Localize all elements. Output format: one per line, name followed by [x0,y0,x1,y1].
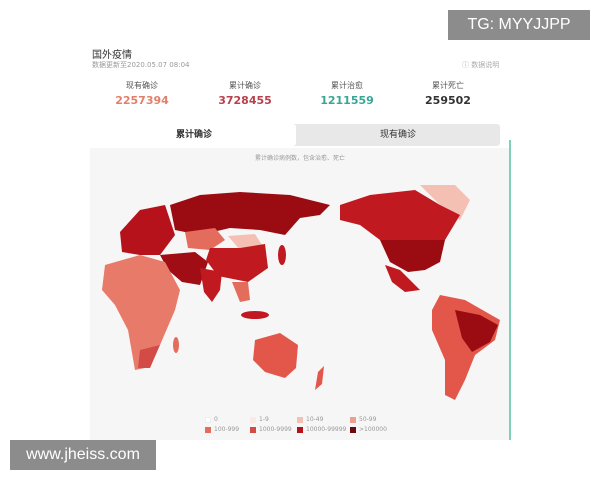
region-middle-east[interactable] [160,252,208,285]
stat-current: 现有确诊 2257394 [115,81,169,107]
legend-item: >100000 [350,426,387,433]
tab-total-confirmed[interactable]: 累计确诊 [92,124,296,146]
region-central-america[interactable] [385,265,420,292]
legend-item: 50-99 [350,416,376,423]
region-central-asia[interactable] [185,228,225,250]
legend-swatch [297,426,303,433]
legend-swatch [205,416,211,423]
region-russia[interactable] [170,192,330,235]
tab-bar: 累计确诊 现有确诊 [92,124,500,146]
region-canada[interactable] [340,190,460,240]
legend-swatch [297,416,303,423]
legend-swatch [350,426,356,433]
region-southeast-asia[interactable] [232,282,250,302]
legend-item: 10-49 [297,416,323,423]
region-south-america[interactable] [432,295,500,400]
region-new-zealand[interactable] [315,366,324,390]
data-explain-link[interactable]: ⓘ 数据说明 [462,61,500,69]
legend-swatch [250,426,256,433]
map-caption: 累计确诊病例数，包含治愈、死亡 [254,155,345,162]
legend-swatch [250,416,256,423]
scrollbar-edge [509,140,511,440]
region-greenland[interactable] [420,185,470,220]
legend-swatch [350,416,356,423]
legend-item: 1-9 [250,416,269,423]
region-brazil[interactable] [455,310,498,352]
stat-deaths: 累计死亡 259502 [425,81,471,107]
region-japan[interactable] [278,245,286,265]
legend-swatch [205,426,211,433]
stat-cured: 累计治愈 1211559 [320,81,374,107]
watermark-tg: TG: MYYJJPP [448,10,590,40]
legend-item: 1000-9999 [250,426,292,433]
watermark-site: www.jheiss.com [10,440,156,470]
region-madagascar[interactable] [173,337,179,353]
legend-item: 10000-99999 [297,426,346,433]
legend-item: 0 [205,416,218,423]
tab-current-confirmed[interactable]: 现有确诊 [379,130,416,140]
region-indonesia[interactable] [241,311,269,319]
legend-item: 100-999 [205,426,239,433]
region-australia[interactable] [253,333,298,378]
region-africa[interactable] [102,255,180,370]
region-india[interactable] [200,268,222,302]
region-europe[interactable] [120,205,175,255]
region-south-africa[interactable] [138,345,160,368]
region-usa[interactable] [380,240,445,272]
stat-total: 累计确诊 3728455 [218,81,272,107]
update-time: 数据更新至2020.05.07 08:04 [92,61,190,69]
page-title: 国外疫情 [92,50,132,61]
